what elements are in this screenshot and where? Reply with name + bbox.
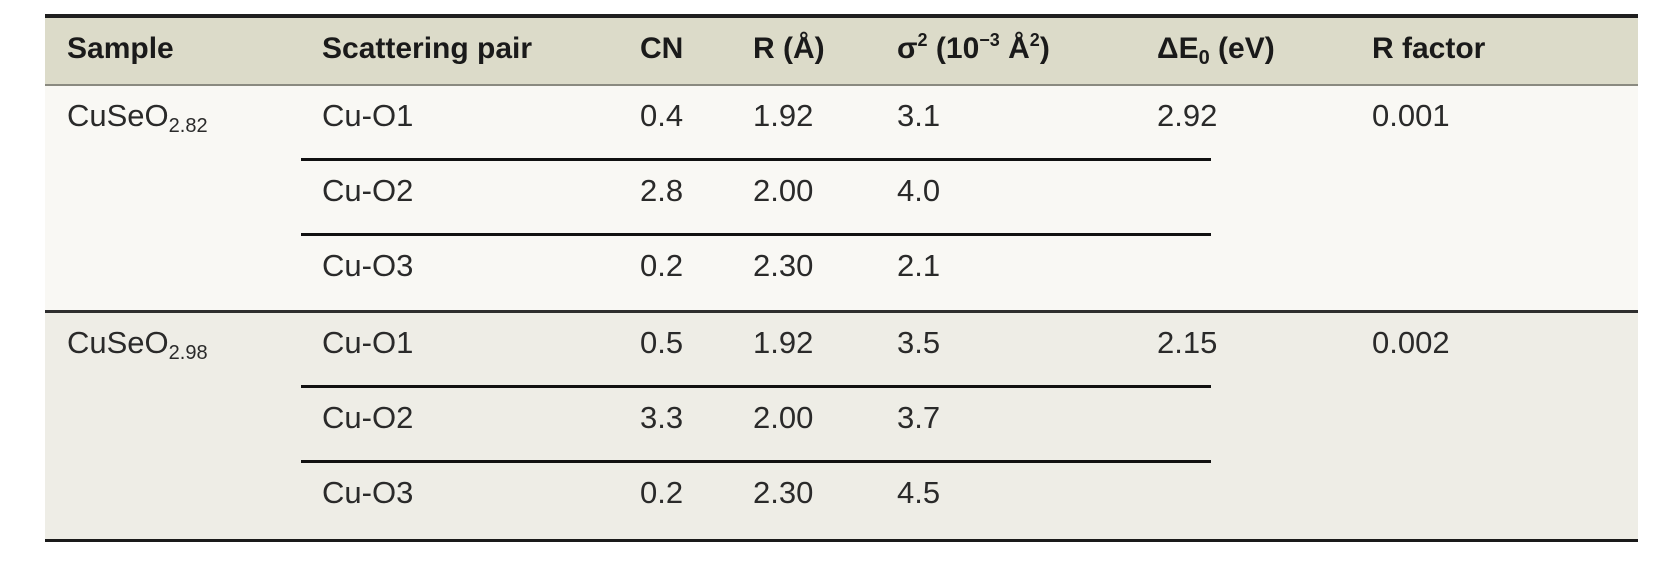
- scattering-pair: Cu-O1: [322, 325, 414, 360]
- exafs-fitting-table: Sample Scattering pair CN R (Å) σ2 (10−3…: [45, 14, 1638, 542]
- delta-e0-value: 2.92: [1157, 98, 1218, 133]
- sample-group: CuSeO2.98 2.15 0.002 Cu-O1 0.5 1.92 3.5 Cu-O2 3.…: [45, 310, 1638, 539]
- sigma-sup: 2: [917, 30, 928, 50]
- delta-e0-value: 2.15: [1157, 325, 1218, 360]
- sigma-exp: −3: [979, 30, 1000, 50]
- sigma-unit: (10: [935, 32, 980, 65]
- scattering-pair: Cu-O2: [322, 400, 414, 435]
- sigma2-value: 3.5: [897, 325, 941, 360]
- cn-value: 0.2: [640, 475, 684, 510]
- r-factor-value: 0.002: [1372, 325, 1450, 360]
- header-sigma2: σ2 (10−3 Å2): [897, 30, 1050, 66]
- sigma2-value: 2.1: [897, 248, 941, 283]
- row-separator: [301, 385, 1211, 388]
- sigma-close: ): [1039, 32, 1050, 65]
- top-rule: [45, 14, 1638, 18]
- sigma-angstrom: Å: [1008, 32, 1030, 65]
- r-value: 2.00: [753, 173, 814, 208]
- scattering-pair: Cu-O2: [322, 173, 414, 208]
- sigma2-value: 3.1: [897, 98, 941, 133]
- r-factor-value: 0.001: [1372, 98, 1450, 133]
- r-value: 2.00: [753, 400, 814, 435]
- sigma2-value: 4.0: [897, 173, 941, 208]
- r-value: 2.30: [753, 248, 814, 283]
- bottom-rule: [45, 539, 1638, 542]
- cn-value: 2.8: [640, 173, 684, 208]
- delta-e-sub: 0: [1198, 47, 1210, 69]
- table-row: Cu-O3 0.2 2.30 2.1: [45, 236, 1638, 310]
- scattering-pair: Cu-O3: [322, 475, 414, 510]
- table-row: Cu-O3 0.2 2.30 4.5: [45, 463, 1638, 537]
- r-value: 1.92: [753, 98, 814, 133]
- header-sample: Sample: [67, 32, 174, 65]
- sample-subscript: 2.82: [168, 115, 208, 137]
- sigma2-value: 3.7: [897, 400, 941, 435]
- sample-formula: CuSeO: [67, 98, 169, 133]
- row-separator: [301, 460, 1211, 463]
- scattering-pair: Cu-O1: [322, 98, 414, 133]
- sample-subscript: 2.98: [168, 342, 208, 364]
- sample-name: CuSeO2.98: [67, 325, 208, 365]
- row-separator: [301, 233, 1211, 236]
- header-delta-e0: ΔE0 (eV): [1157, 32, 1275, 70]
- cn-value: 3.3: [640, 400, 684, 435]
- delta-e-unit: (eV): [1218, 32, 1275, 65]
- table-row: Cu-O2 3.3 2.00 3.7: [45, 388, 1638, 462]
- sample-group: CuSeO2.82 2.92 0.001 Cu-O1 0.4 1.92 3.1 Cu-O2 2.…: [45, 86, 1638, 310]
- cn-value: 0.2: [640, 248, 684, 283]
- table-row: CuSeO2.98 2.15 0.002 Cu-O1 0.5 1.92 3.5: [45, 313, 1638, 387]
- header-cn: CN: [640, 32, 684, 65]
- sigma-symbol: σ: [897, 32, 918, 65]
- sample-formula: CuSeO: [67, 325, 169, 360]
- header-r: R (Å): [753, 32, 825, 65]
- r-value: 2.30: [753, 475, 814, 510]
- row-separator: [301, 158, 1211, 161]
- scattering-pair: Cu-O3: [322, 248, 414, 283]
- cn-value: 0.5: [640, 325, 684, 360]
- sigma-angstrom-sup: 2: [1029, 30, 1040, 50]
- header-scattering-pair: Scattering pair: [322, 32, 533, 65]
- table-row: Cu-O2 2.8 2.00 4.0: [45, 161, 1638, 235]
- header-r-factor: R factor: [1372, 32, 1486, 65]
- cn-value: 0.4: [640, 98, 684, 133]
- delta-e-symbol: ΔE: [1157, 32, 1199, 65]
- sample-name: CuSeO2.82: [67, 98, 208, 138]
- r-value: 1.92: [753, 325, 814, 360]
- table-row: CuSeO2.82 2.92 0.001 Cu-O1 0.4 1.92 3.1: [45, 86, 1638, 160]
- table-header: Sample Scattering pair CN R (Å) σ2 (10−3…: [45, 18, 1638, 86]
- sigma2-value: 4.5: [897, 475, 941, 510]
